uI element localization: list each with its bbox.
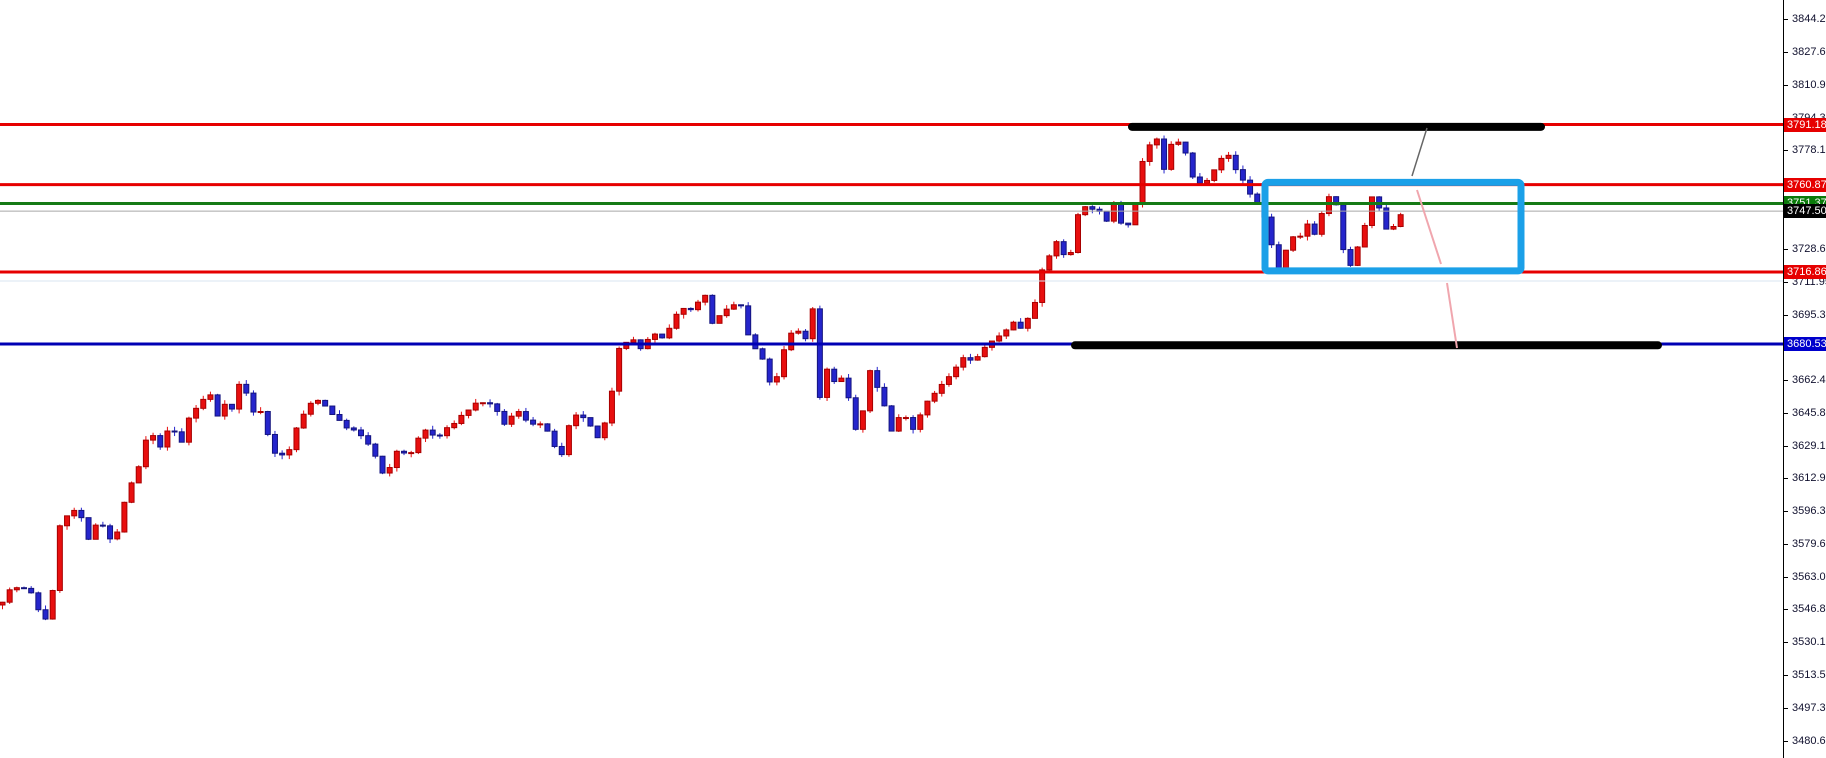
axis-tick-mark xyxy=(1784,577,1788,579)
chart-plot-area[interactable] xyxy=(0,0,1783,758)
axis-tick-label: 3612.95 xyxy=(1792,472,1826,485)
axis-tick-label: 3778.10 xyxy=(1792,144,1826,157)
axis-tick-label: 3827.60 xyxy=(1792,46,1826,59)
axis-tick-mark xyxy=(1784,314,1788,316)
axis-tick-mark xyxy=(1784,642,1788,644)
axis-tick-label: 3728.60 xyxy=(1792,242,1826,255)
axis-tick-label: 3497.30 xyxy=(1792,701,1826,714)
axis-tick-label: 3579.65 xyxy=(1792,538,1826,551)
axis-tick-label: 3629.15 xyxy=(1792,439,1826,452)
projection-down-2[interactable] xyxy=(1446,282,1458,349)
axis-tick-mark xyxy=(1784,609,1788,611)
axis-tick-mark xyxy=(1784,707,1788,709)
current-price-label: 3747.50 xyxy=(1784,204,1826,219)
candles-group xyxy=(0,135,1404,621)
axis-tick-mark xyxy=(1784,19,1788,21)
axis-tick-label: 3844.25 xyxy=(1792,13,1826,26)
axis-tick-label: 3810.95 xyxy=(1792,79,1826,92)
axis-tick-mark xyxy=(1784,85,1788,87)
support-blue-label: 3680.53 xyxy=(1784,337,1826,352)
axis-tick-mark xyxy=(1784,281,1788,283)
axis-tick-mark xyxy=(1784,248,1788,250)
axis-tick-mark xyxy=(1784,412,1788,414)
axis-tick-label: 3645.80 xyxy=(1792,406,1826,419)
axis-tick-label: 3662.45 xyxy=(1792,373,1826,386)
axis-tick-mark xyxy=(1784,379,1788,381)
axis-tick-mark xyxy=(1784,740,1788,742)
zone-rectangle[interactable] xyxy=(1261,178,1525,275)
axis-tick-mark xyxy=(1784,52,1788,54)
axis-tick-label: 3563.00 xyxy=(1792,571,1826,584)
resistance-upper-label: 3791.18 xyxy=(1784,117,1826,132)
axis-tick-mark xyxy=(1784,150,1788,152)
projection-down-1[interactable] xyxy=(1416,189,1442,265)
axis-tick-mark xyxy=(1784,478,1788,480)
candlestick-chart[interactable] xyxy=(0,0,1783,758)
axis-tick-label: 3513.50 xyxy=(1792,669,1826,682)
axis-tick-mark xyxy=(1784,544,1788,546)
price-axis[interactable]: 3844.253827.603810.953794.303778.103728.… xyxy=(1783,0,1826,758)
axis-tick-label: 3480.65 xyxy=(1792,734,1826,747)
axis-tick-mark xyxy=(1784,675,1788,677)
projection-up[interactable] xyxy=(1411,127,1428,177)
axis-tick-mark xyxy=(1784,445,1788,447)
axis-tick-label: 3546.80 xyxy=(1792,603,1826,616)
resistance-mid-label: 3760.87 xyxy=(1784,177,1826,192)
axis-tick-mark xyxy=(1784,511,1788,513)
axis-tick-label: 3596.30 xyxy=(1792,505,1826,518)
axis-tick-label: 3530.15 xyxy=(1792,636,1826,649)
support-red-label: 3716.86 xyxy=(1784,264,1826,279)
axis-tick-label: 3695.30 xyxy=(1792,308,1826,321)
